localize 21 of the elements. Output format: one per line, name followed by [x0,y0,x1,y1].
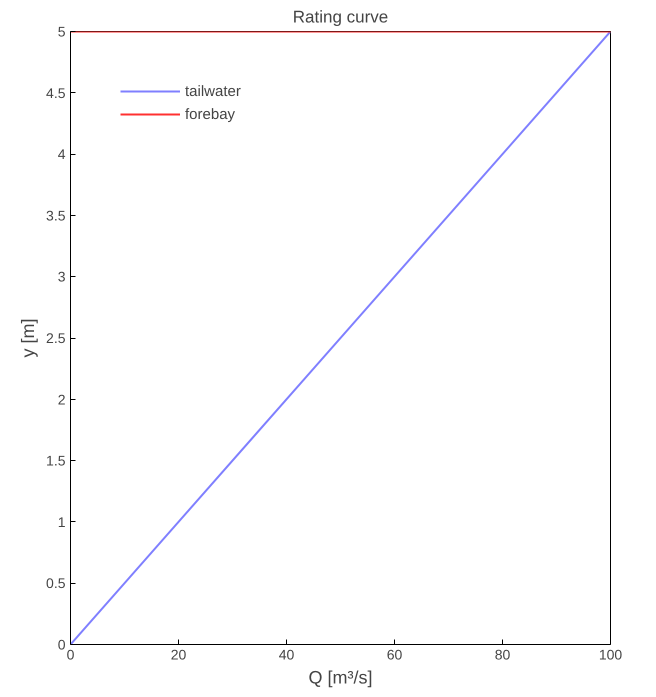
x-tick-label: 60 [386,646,402,662]
x-tick-label: 100 [598,646,622,662]
chart-title: Rating curve [292,8,388,26]
y-tick-label: 4.5 [46,84,66,101]
y-tick-label: 1 [58,514,66,530]
y-tick-label: 0 [58,636,66,652]
x-tick-label: 80 [494,646,510,662]
y-tick-label: 5 [58,24,66,40]
y-tick-label: 0.5 [46,575,66,592]
y-tick-label: 3.5 [46,207,66,224]
x-tick-label: 40 [278,646,294,662]
x-tick-label: 20 [170,646,186,662]
y-tick-label: 3 [58,268,66,285]
legend-label: tailwater [185,82,241,100]
y-axis-title: y [m] [18,318,38,358]
x-axis-title: Q [m³/s] [308,668,373,688]
y-tick-label: 2 [58,391,66,408]
y-tick-label: 4 [58,146,66,162]
y-tick-label: 2.5 [46,330,66,346]
y-tick-label: 1.5 [46,452,66,469]
legend-label: forebay [185,106,236,122]
